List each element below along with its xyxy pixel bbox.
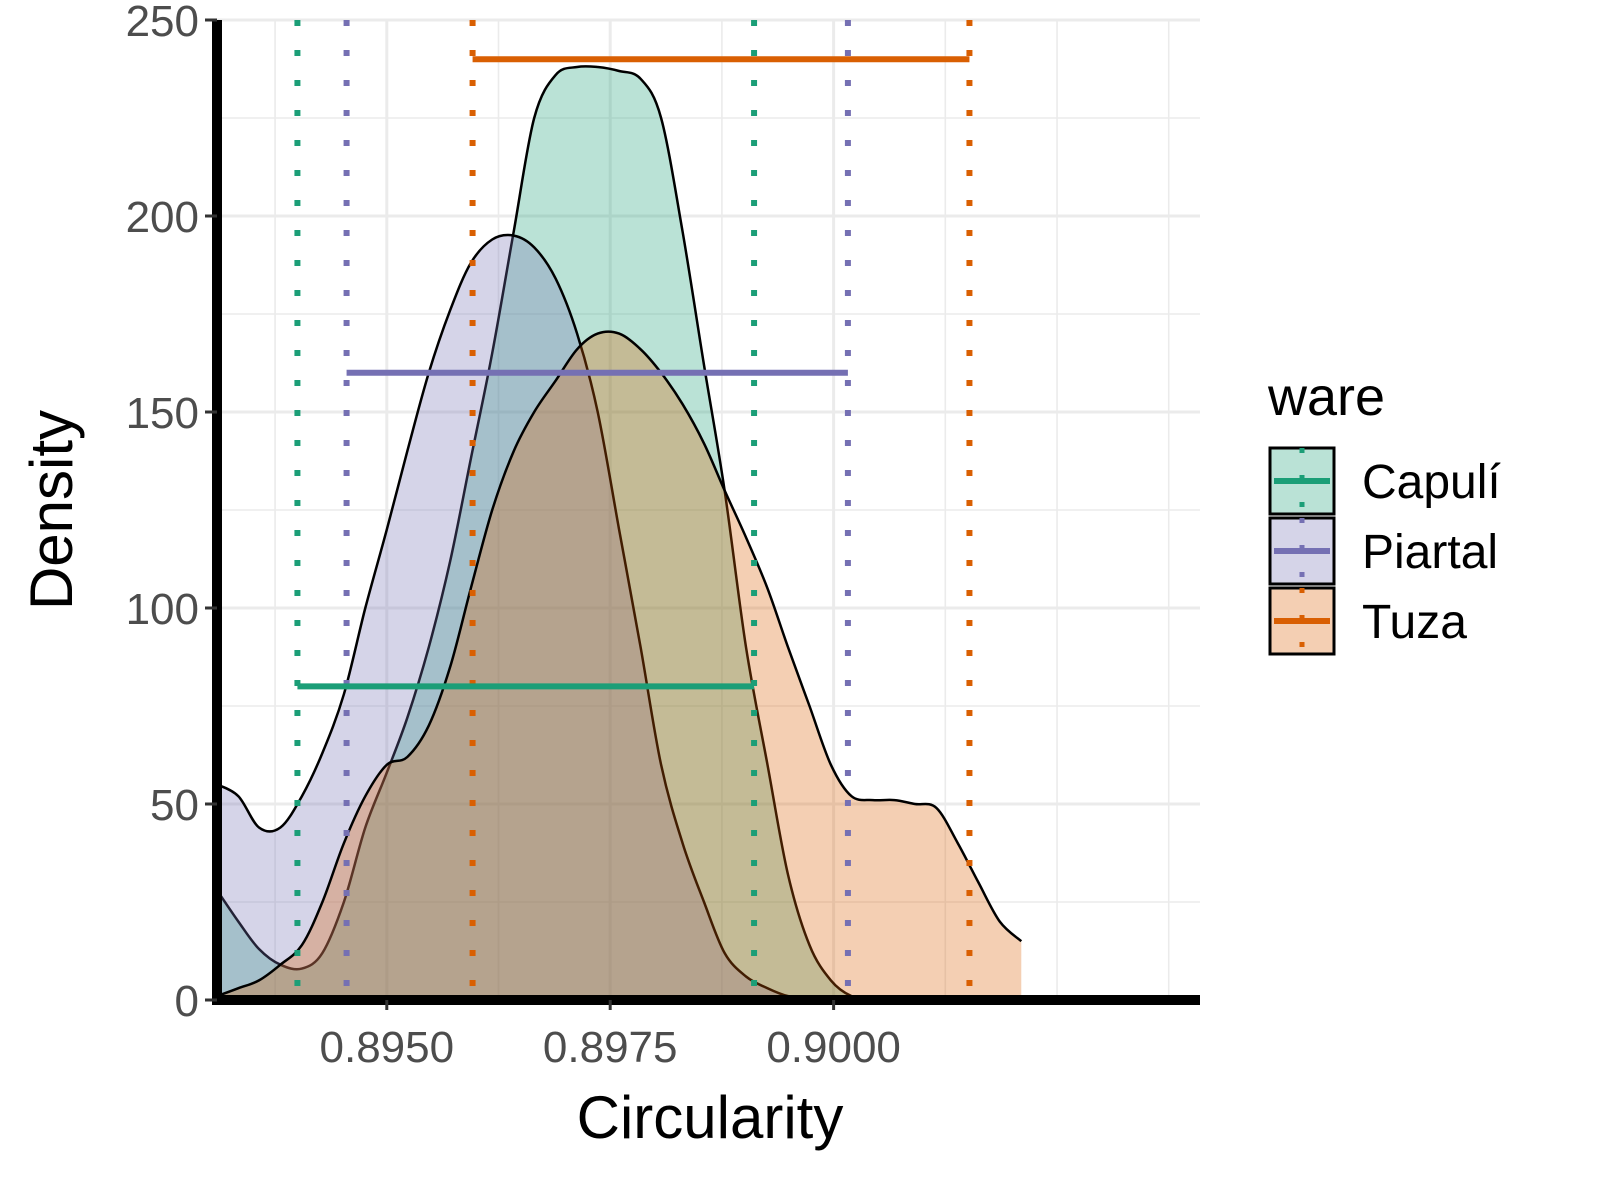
legend-item-piartal: Piartal — [1268, 516, 1498, 586]
legend-item-tuza: Tuza — [1268, 586, 1467, 656]
density-curve-tuza — [216, 330, 1023, 998]
x-tick-label: 0.8975 — [543, 1023, 678, 1072]
legend-title: ware — [1267, 367, 1385, 427]
y-tick-label: 50 — [150, 781, 199, 830]
legend-item-capul-: Capulí — [1268, 446, 1501, 516]
x-axis-title: Circularity — [577, 1084, 844, 1151]
density-area-tuza — [217, 331, 1022, 1000]
y-tick-label: 200 — [126, 193, 199, 242]
legend-keys: Capulí Piartal Tuza — [1268, 446, 1501, 656]
y-axis-title: Density — [18, 410, 85, 610]
legend-label: Piartal — [1362, 526, 1498, 579]
grid — [217, 18, 1200, 1002]
legend-label: Tuza — [1362, 596, 1467, 649]
legend: ware Capulí Piartal Tuza — [1267, 367, 1501, 656]
density-areas — [215, 65, 1023, 1002]
density-area-piartal — [217, 234, 1022, 1001]
y-tick-label: 0 — [175, 977, 199, 1026]
x-tick-label: 0.8950 — [320, 1023, 455, 1072]
x-tick-label: 0.9000 — [766, 1023, 901, 1072]
legend-label: Capulí — [1362, 456, 1501, 509]
axes — [212, 20, 1200, 1005]
y-tick-label: 100 — [126, 585, 199, 634]
y-tick-label: 250 — [126, 0, 199, 46]
interval-segments — [297, 56, 970, 690]
y-axis-ticks: 0 50 100 150 200 250 — [126, 0, 217, 1026]
y-tick-label: 150 — [126, 389, 199, 438]
x-axis-ticks: 0.8950 0.8975 0.9000 — [320, 1000, 901, 1072]
